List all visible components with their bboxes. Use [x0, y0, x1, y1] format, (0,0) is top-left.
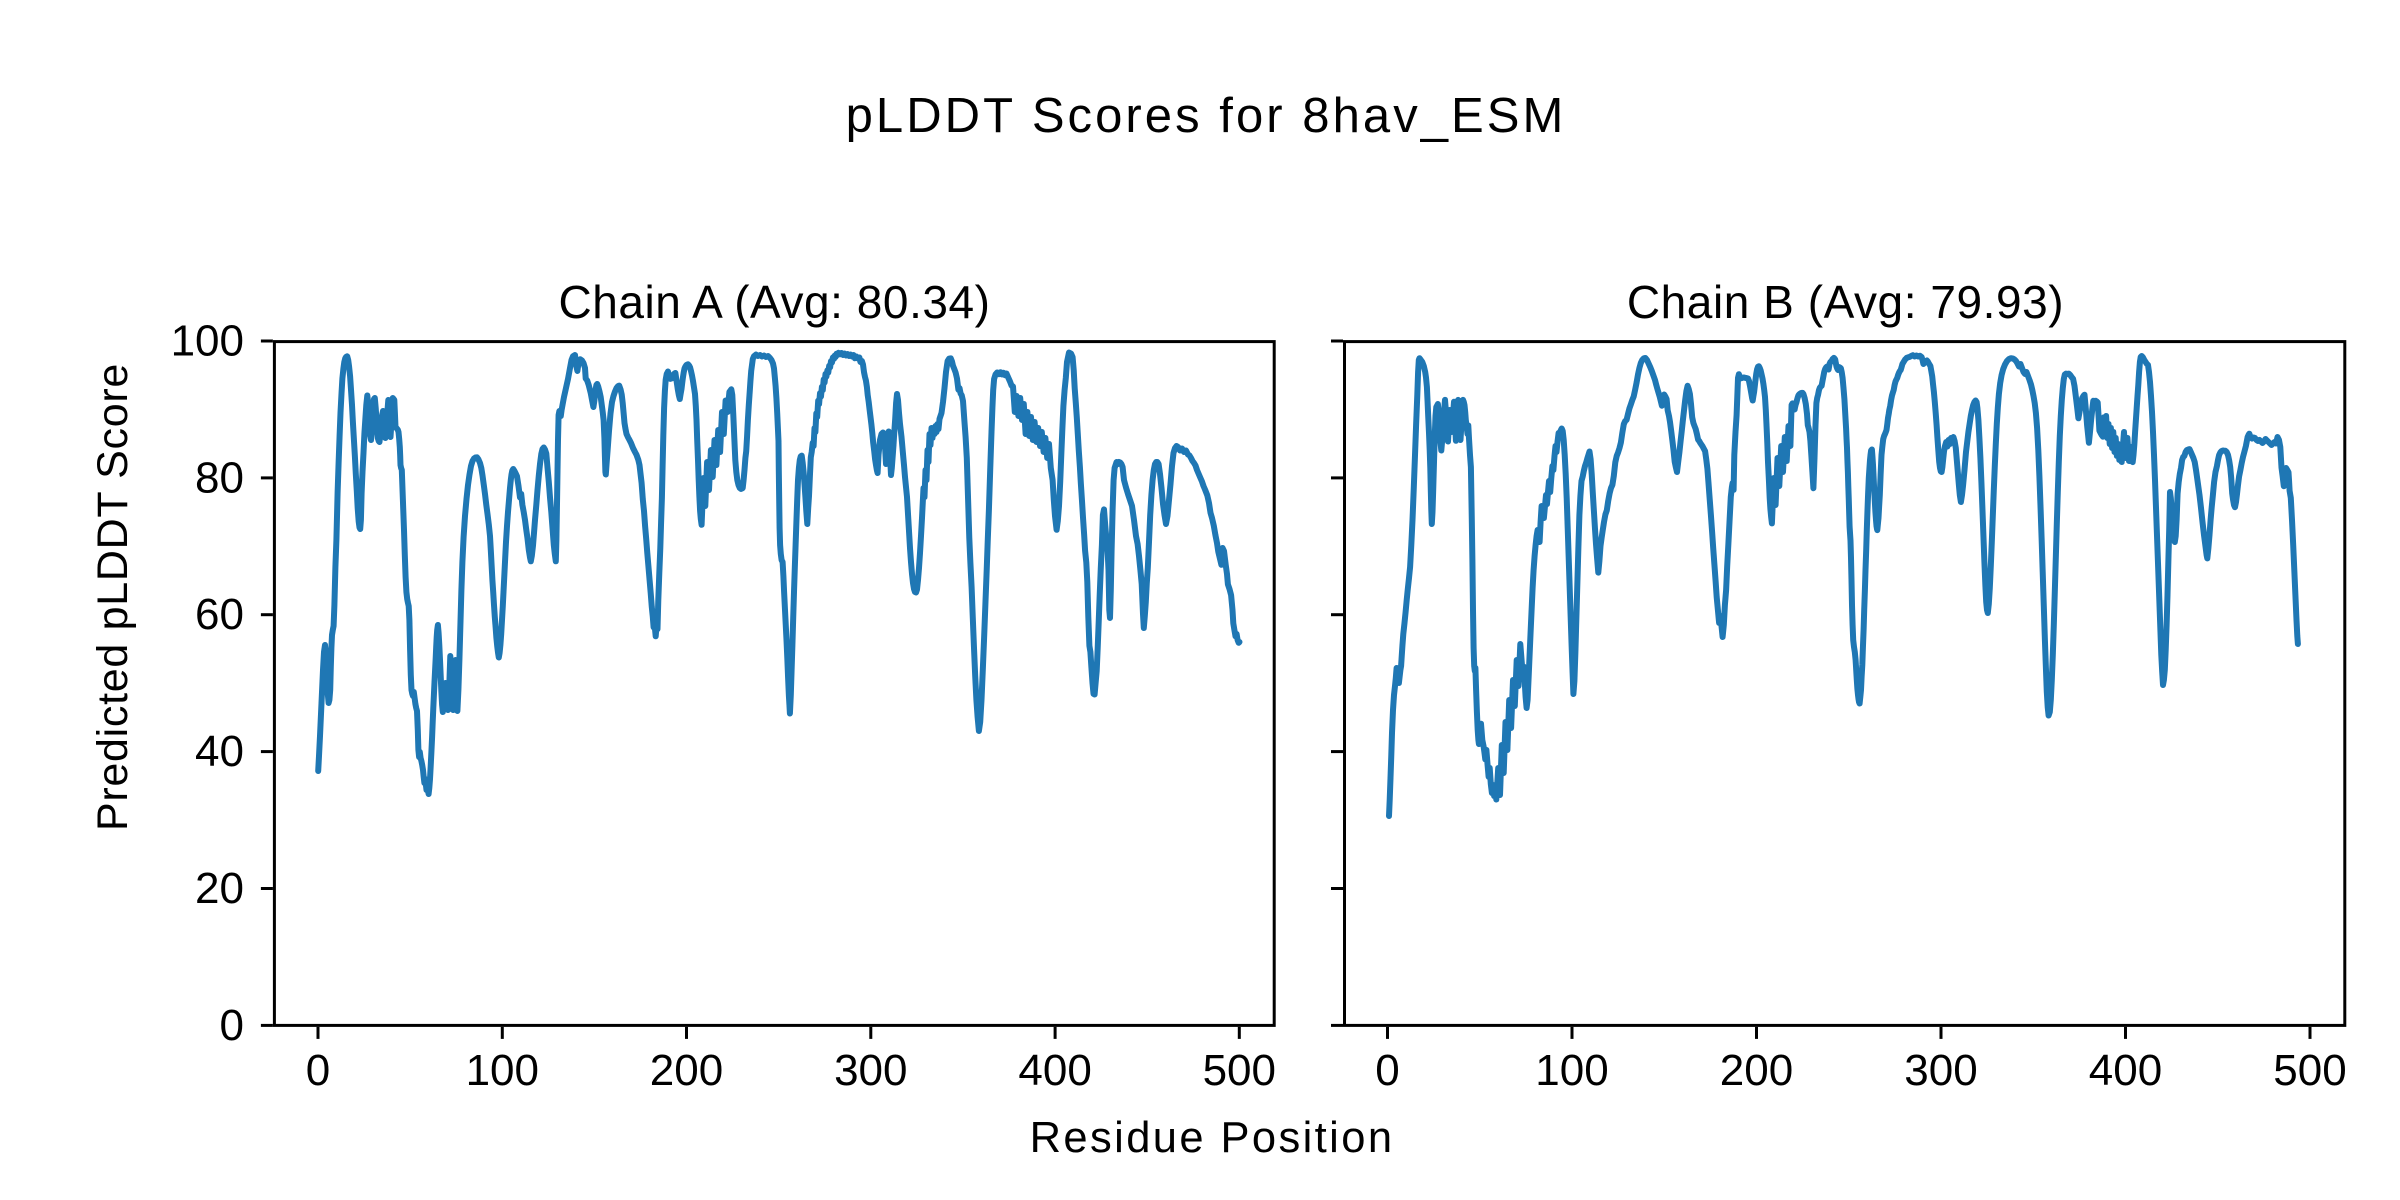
- svg-text:Chain B (Avg: 79.93): Chain B (Avg: 79.93): [1627, 276, 2064, 328]
- svg-text:80: 80: [195, 453, 244, 502]
- svg-text:400: 400: [1018, 1046, 1091, 1095]
- svg-text:0: 0: [306, 1046, 330, 1095]
- svg-text:20: 20: [195, 864, 244, 913]
- svg-text:200: 200: [650, 1046, 723, 1095]
- svg-text:100: 100: [1535, 1046, 1608, 1095]
- svg-text:Residue Position: Residue Position: [1030, 1114, 1395, 1162]
- svg-text:500: 500: [1203, 1046, 1276, 1095]
- svg-text:400: 400: [2089, 1046, 2162, 1095]
- svg-text:300: 300: [1904, 1046, 1977, 1095]
- svg-text:Chain A (Avg: 80.34): Chain A (Avg: 80.34): [558, 276, 990, 328]
- svg-text:100: 100: [466, 1046, 539, 1095]
- svg-text:300: 300: [834, 1046, 907, 1095]
- svg-text:100: 100: [171, 317, 244, 366]
- svg-text:200: 200: [1720, 1046, 1793, 1095]
- svg-text:Predicted pLDDT Score: Predicted pLDDT Score: [89, 363, 137, 831]
- svg-text:0: 0: [1375, 1046, 1399, 1095]
- svg-text:0: 0: [220, 1001, 244, 1050]
- svg-text:40: 40: [195, 727, 244, 776]
- svg-text:60: 60: [195, 590, 244, 639]
- svg-text:pLDDT Scores for 8hav_ESM: pLDDT Scores for 8hav_ESM: [846, 89, 1567, 143]
- svg-text:500: 500: [2273, 1046, 2346, 1095]
